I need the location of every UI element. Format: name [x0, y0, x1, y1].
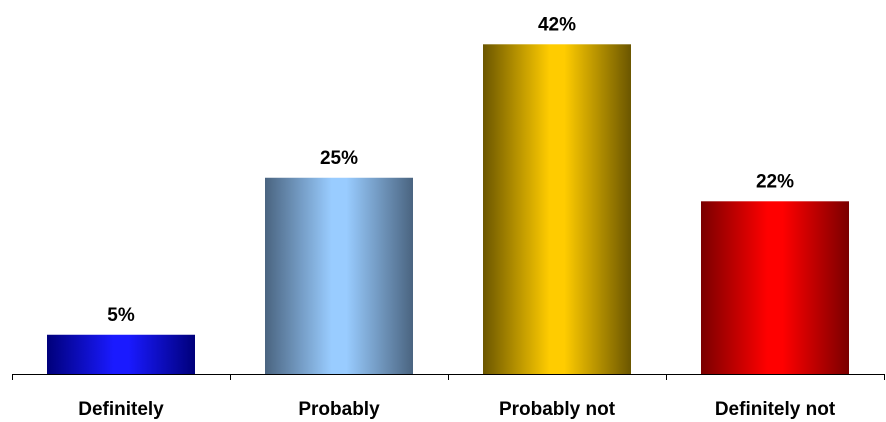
bars-layer — [47, 44, 849, 375]
category-label-probably: Probably — [298, 399, 380, 420]
category-label-definitely-not: Definitely not — [715, 399, 836, 420]
x-axis — [12, 374, 885, 380]
value-label-probably: 25% — [320, 148, 358, 169]
category-label-probably-not: Probably not — [499, 399, 616, 420]
bar-definitely-not — [701, 201, 849, 374]
value-labels-layer: 5% 25% 42% 22% — [107, 14, 794, 325]
value-label-definitely: 5% — [107, 305, 135, 326]
category-label-definitely: Definitely — [78, 399, 164, 420]
bar-probably — [265, 177, 413, 374]
category-labels-layer: Definitely Probably Probably not Definitely… — [78, 399, 836, 420]
bar-probably-not — [483, 44, 631, 375]
bar-definitely — [47, 334, 195, 374]
value-label-definitely-not: 22% — [756, 171, 794, 192]
value-label-probably-not: 42% — [538, 14, 576, 35]
